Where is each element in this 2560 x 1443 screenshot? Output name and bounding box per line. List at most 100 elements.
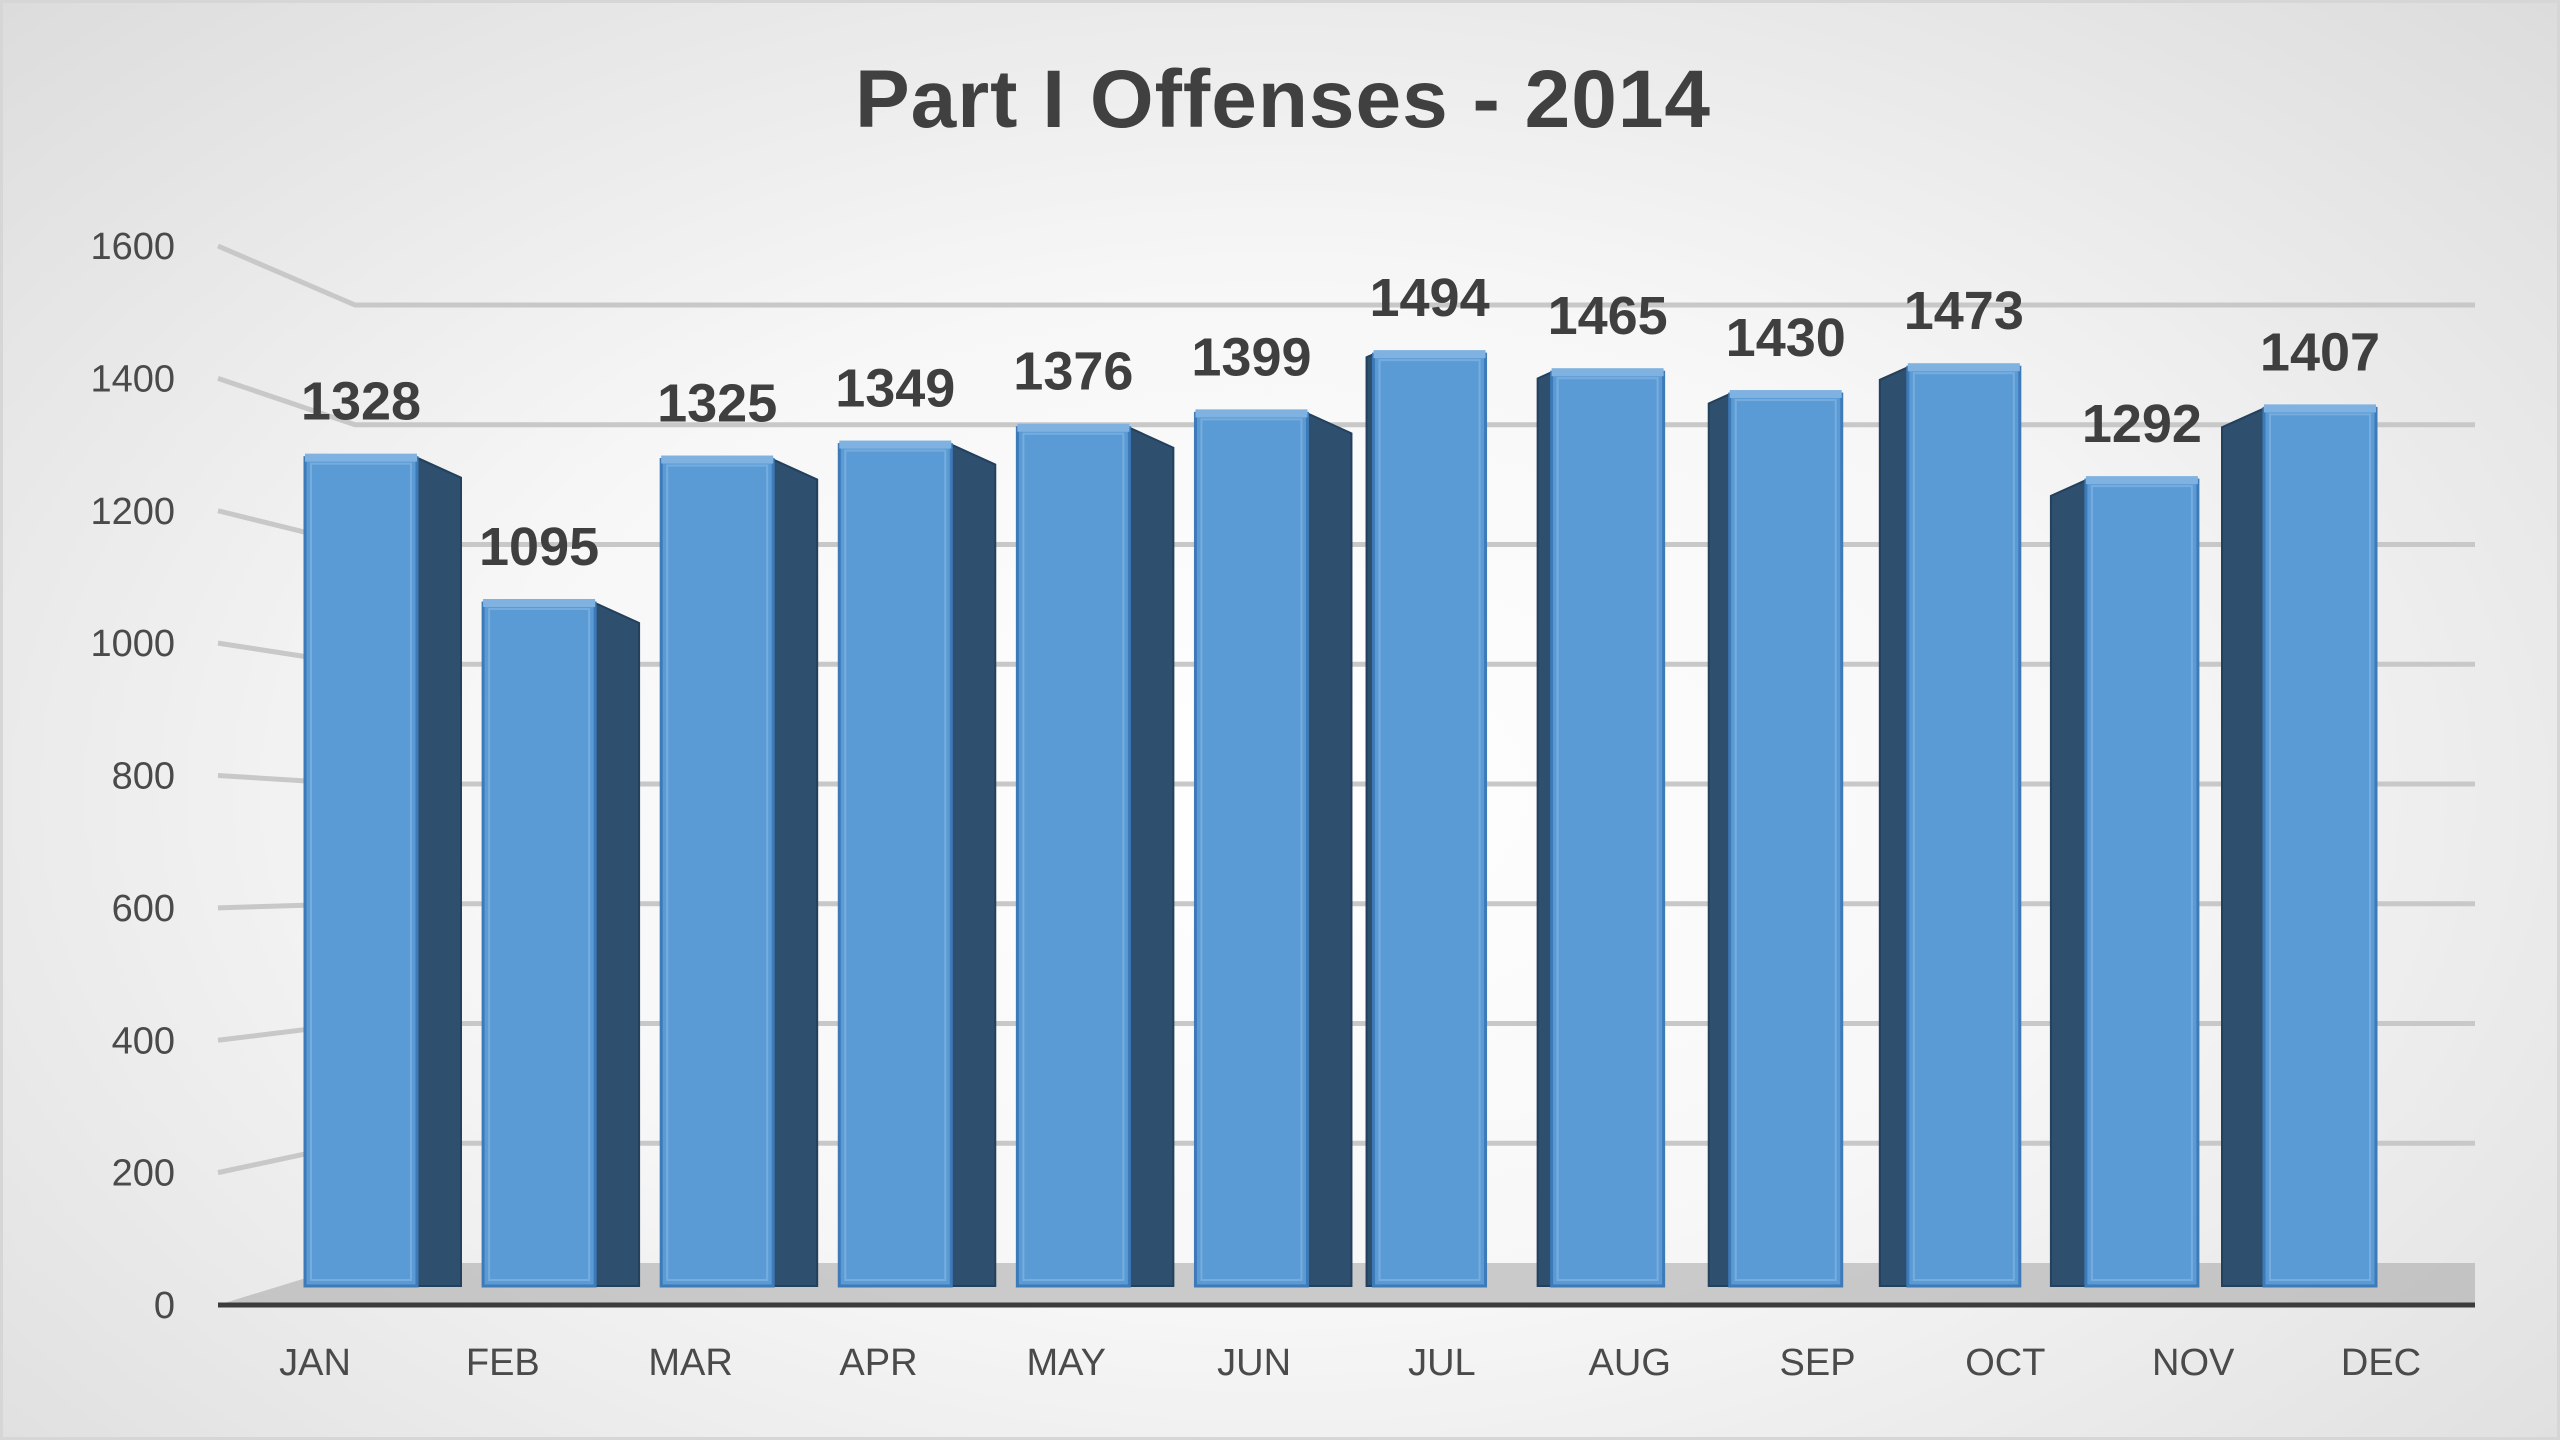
data-label: 1349 [835, 359, 955, 419]
bar-side [772, 457, 819, 1287]
data-label: 1494 [1369, 268, 1489, 328]
bar [481, 601, 597, 1288]
bar-highlight [1378, 359, 1481, 1281]
bar-top [1729, 390, 1842, 399]
bar-group [1707, 390, 1844, 1288]
bar [2084, 478, 2200, 1288]
x-tick-label: AUG [1589, 1342, 1671, 1384]
bar-group [1536, 368, 1666, 1288]
bar-top [2085, 476, 2198, 485]
bar-group [303, 453, 462, 1288]
bar-side [1306, 411, 1353, 1287]
y-tick-label: 400 [112, 1020, 175, 1062]
bar [1550, 370, 1666, 1288]
gridline [217, 243, 2475, 308]
data-label: 1328 [301, 372, 421, 432]
data-label: 1292 [2082, 394, 2202, 454]
bar-group [1365, 350, 1488, 1288]
x-axis-ticks: JAN FEB MAR APR MAY JUN JUL AUG SEP OCT NOV DEC [279, 1342, 2421, 1384]
data-label: 1430 [1726, 308, 1846, 368]
bar-group [1193, 409, 1353, 1288]
bar-top [1907, 363, 2020, 372]
x-tick-label: JUL [1408, 1342, 1476, 1384]
bar-group [659, 455, 819, 1288]
bar-side [1536, 370, 1553, 1287]
y-tick-label: 200 [112, 1153, 175, 1195]
bar-side [1128, 426, 1175, 1287]
bar [1906, 365, 2022, 1288]
bar-highlight [666, 464, 769, 1281]
bar [837, 443, 953, 1288]
bar-top [1017, 423, 1130, 432]
y-tick-label: 1200 [90, 491, 175, 533]
bar-highlight [1912, 372, 2015, 1281]
data-labels: 1328 1095 1325 1349 1376 1399 1494 1465 1430 1473… [301, 268, 2380, 577]
data-label: 1465 [1548, 286, 1668, 346]
x-tick-label: APR [839, 1342, 917, 1384]
x-tick-label: SEP [1780, 1342, 1856, 1384]
chart-title: Part I Offenses - 2014 [854, 54, 1712, 145]
bar-highlight [1734, 399, 1837, 1282]
y-tick-label: 1600 [90, 226, 175, 268]
data-label: 1407 [2260, 322, 2380, 382]
bar-group [1015, 423, 1175, 1288]
bar [659, 458, 775, 1288]
bar-side [416, 456, 462, 1287]
bar [2262, 406, 2378, 1288]
y-tick-label: 0 [154, 1285, 175, 1327]
bar-highlight [844, 449, 947, 1281]
x-tick-label: DEC [2341, 1342, 2421, 1384]
bar [1193, 411, 1309, 1288]
bar-top [305, 453, 417, 462]
bar-top [661, 455, 774, 464]
y-tick-label: 1000 [90, 623, 175, 665]
bar-top [483, 598, 596, 607]
bar [303, 456, 419, 1288]
x-tick-label: MAY [1027, 1342, 1107, 1384]
y-tick-label: 600 [112, 888, 175, 930]
bar-top [1551, 368, 1664, 377]
bar-group [2049, 476, 2200, 1288]
x-tick-label: JUN [1217, 1342, 1291, 1384]
bar-group [837, 440, 997, 1288]
data-label: 1095 [479, 517, 599, 577]
x-tick-label: NOV [2152, 1342, 2235, 1384]
bars [303, 350, 2378, 1288]
bar-top [2264, 404, 2376, 413]
bar-side [594, 601, 641, 1287]
data-label: 1325 [657, 374, 777, 434]
bar-top [1373, 350, 1486, 359]
bar-highlight [1200, 418, 1303, 1281]
y-axis-ticks: 0 200 400 600 800 1000 1200 1400 1600 [90, 226, 175, 1327]
bar-highlight [2090, 485, 2193, 1281]
bar-group [1878, 363, 2022, 1288]
bar [1728, 392, 1844, 1288]
bar-side [1707, 392, 1731, 1287]
bar-top [839, 440, 952, 449]
bar-highlight [2269, 413, 2371, 1282]
bar-highlight [310, 462, 412, 1282]
y-tick-label: 1400 [90, 358, 175, 400]
bar-highlight [488, 607, 591, 1281]
data-label: 1399 [1191, 327, 1311, 387]
bar-side [950, 443, 997, 1287]
x-tick-label: OCT [1965, 1342, 2045, 1384]
bar-highlight [1022, 432, 1125, 1282]
bar [1015, 426, 1131, 1288]
bar-side [1878, 365, 1909, 1287]
bar-side [2049, 478, 2087, 1287]
x-tick-label: MAR [648, 1342, 732, 1384]
bar-highlight [1556, 377, 1659, 1281]
data-label: 1376 [1013, 342, 1133, 402]
y-tick-label: 800 [112, 756, 175, 798]
bar-group [2221, 404, 2378, 1288]
bar-side [2221, 406, 2265, 1287]
x-tick-label: JAN [279, 1342, 351, 1384]
bar [1372, 352, 1488, 1288]
bar-group [481, 598, 641, 1288]
bar-top [1195, 409, 1308, 418]
data-label: 1473 [1904, 281, 2024, 341]
x-tick-label: FEB [466, 1342, 540, 1384]
